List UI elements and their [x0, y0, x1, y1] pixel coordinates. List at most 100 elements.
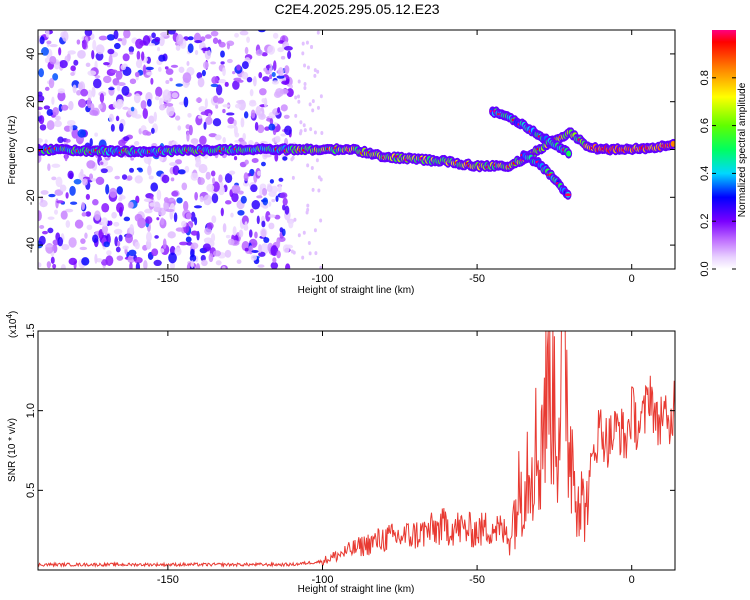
spectrogram-noise-blob — [282, 204, 286, 211]
spectrogram-noise-blob — [172, 165, 180, 176]
spectrogram-noise-blob — [275, 195, 279, 202]
spectrogram-noise-blob — [80, 88, 89, 97]
spectrogram-noise-blob — [166, 105, 175, 117]
spectrogram-noise-blob — [248, 245, 254, 255]
spectrogram-noise-blob — [68, 257, 78, 266]
spectrogram-noise-blob — [151, 248, 159, 257]
spectrogram-noise-blob — [44, 57, 51, 64]
spectrogram-noise-blob — [106, 250, 112, 256]
spectrogram-noise-blob — [258, 113, 266, 120]
spectrogram-noise-blob — [277, 185, 282, 193]
spectrogram-noise-blob — [194, 40, 203, 44]
spectrogram-noise-blob — [113, 30, 119, 40]
spectrogram-noise-blob — [255, 49, 263, 56]
spectrogram-noise-blob — [123, 136, 130, 142]
spectrogram-noise-blob — [280, 104, 288, 112]
spectrogram-noise-blob — [101, 225, 109, 234]
spectrogram-noise-blob — [51, 176, 57, 181]
spectrogram-noise-blob — [256, 215, 260, 225]
spectrogram-noise-blob — [220, 50, 225, 58]
spectrogram-noise-blob — [225, 234, 231, 239]
spectrogram-noise-blob — [134, 71, 140, 78]
spectrogram-noise-blob — [108, 87, 115, 91]
spectrogram-noise-blob — [243, 111, 249, 119]
spectrogram-noise-blob — [118, 234, 123, 242]
spectrogram-noise-blob — [108, 113, 114, 123]
spectrogram-noise-blob — [52, 263, 57, 269]
spectrogram-noise-blob — [230, 212, 234, 218]
spectrogram-noise-blob — [158, 54, 166, 62]
spectrogram-noise-blob — [224, 173, 233, 184]
spectrogram-noise-blob — [45, 244, 53, 248]
spectrogram-noise-blob — [133, 257, 143, 264]
spectrogram-noise-blob — [211, 233, 216, 243]
spectrogram-noise-blob — [251, 249, 259, 253]
spectrogram-noise-blob — [57, 136, 64, 144]
spectrogram-noise-blob — [303, 63, 307, 68]
spectrogram-noise-blob — [263, 154, 272, 158]
spectrogram-noise-blob — [58, 47, 62, 56]
snr-x-ticks: -150 -100 -50 0 — [157, 331, 635, 586]
spectrogram-noise-blob — [259, 186, 263, 197]
spectrogram-noise-blob — [310, 45, 314, 50]
spectrogram-noise-blob — [165, 68, 174, 75]
spectrogram-noise-blob — [145, 91, 153, 103]
spectrogram-noise-blob — [222, 137, 226, 144]
spectrogram-noise-blob — [197, 177, 205, 186]
spectrogram-noise-blob — [47, 216, 55, 220]
spectrogram-noise-blob — [185, 212, 192, 220]
spectrogram-noise-blob — [94, 210, 101, 221]
spectrogram-noise-blob — [65, 138, 71, 143]
spectrogram-noise-blob — [138, 168, 144, 173]
spectrogram-noise-blob — [274, 135, 281, 143]
colorbar-tick-label: 0.2 — [699, 214, 711, 229]
spectrogram-noise-blob — [258, 71, 263, 79]
spectrogram-noise-blob — [212, 37, 219, 44]
spectrogram-noise-blob — [204, 48, 212, 60]
spectrogram-noise-blob — [215, 260, 222, 266]
spectrogram-noise-blob — [272, 32, 279, 39]
spectrogram-noise-blob — [176, 34, 184, 46]
spectrogram-noise-blob — [268, 214, 276, 218]
spectrogram-noise-blob — [187, 43, 194, 54]
spectrogram-noise-blob — [127, 255, 135, 264]
spectrogram-noise-blob — [61, 244, 70, 251]
spectrogram-noise-blob — [271, 71, 276, 77]
spectrogram-noise-blob — [242, 132, 246, 141]
spectrogram-noise-blob — [129, 167, 134, 173]
spectrogram-noise-blob — [297, 99, 301, 104]
spectrogram-noise-blob — [59, 60, 68, 69]
spectrogram-noise-blob — [222, 67, 226, 77]
spectrogram-noise-blob — [319, 265, 323, 269]
spectrogram-noise-blob — [68, 237, 77, 248]
spectrogram-noise-blob — [232, 226, 237, 236]
spectrogram-noise-blob — [92, 199, 99, 206]
spectrogram-noise-blob — [261, 98, 266, 103]
spectrogram-noise-blob — [147, 165, 152, 176]
spectrogram-noise-blob — [275, 238, 281, 249]
spectrogram-noise-blob — [77, 49, 86, 59]
spectrogram-noise-blob — [203, 121, 207, 130]
spectrogram-noise-blob — [308, 102, 312, 107]
spectrogram-noise-blob — [256, 195, 263, 199]
spectrogram-noise-blob — [218, 79, 227, 84]
snr-frame — [37, 330, 676, 571]
spectrogram-noise-blob — [268, 123, 276, 131]
spectrogram-noise-blob — [38, 115, 45, 125]
spectrogram-noise-blob — [94, 75, 101, 79]
spectrogram-noise-blob — [134, 213, 143, 222]
spectrogram-noise-blob — [110, 123, 115, 132]
spectrogram-noise-blob — [57, 91, 66, 102]
spectrogram-noise-blob — [140, 100, 147, 110]
spectrogram-noise-blob — [236, 64, 241, 71]
spectrogram-noise-blob — [218, 41, 226, 48]
spectrogram-noise-blob — [115, 70, 123, 80]
spectrogram-noise-blob — [51, 163, 61, 168]
spectrogram-y-tick-label: 20 — [25, 96, 37, 108]
spectrogram-noise-blob — [248, 229, 253, 238]
spectrogram-noise-blob — [270, 245, 279, 257]
spectrogram-noise-blob — [94, 132, 98, 137]
spectrogram-noise-blob — [113, 228, 123, 235]
spectrogram-noise-blob — [306, 203, 310, 208]
spectrogram-noise-blob — [167, 231, 176, 239]
